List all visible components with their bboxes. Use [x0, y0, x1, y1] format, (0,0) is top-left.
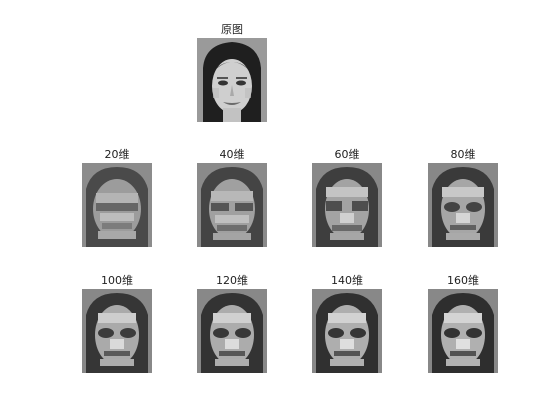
panel-80: 80维	[428, 148, 498, 247]
reconstruction-60-image	[312, 163, 382, 247]
panel-100: 100维	[82, 274, 152, 373]
panel-original: 原图	[197, 23, 267, 122]
reconstruction-160-image	[428, 289, 498, 373]
panel-140: 140维	[312, 274, 382, 373]
panel-120: 120维	[197, 274, 267, 373]
panel-160: 160维	[428, 274, 498, 373]
reconstruction-40-image	[197, 163, 267, 247]
reconstruction-20-image	[82, 163, 152, 247]
panel-40: 40维	[197, 148, 267, 247]
reconstruction-80-image	[428, 163, 498, 247]
panel-title-160: 160维	[447, 274, 479, 287]
panel-title-20: 20维	[104, 148, 130, 161]
reconstruction-100-image	[82, 289, 152, 373]
panel-60: 60维	[312, 148, 382, 247]
panel-title-140: 140维	[331, 274, 363, 287]
panel-title-original: 原图	[221, 23, 243, 36]
original-face-image	[197, 38, 267, 122]
panel-title-100: 100维	[101, 274, 133, 287]
panel-20: 20维	[82, 148, 152, 247]
reconstruction-120-image	[197, 289, 267, 373]
panel-title-40: 40维	[219, 148, 245, 161]
reconstruction-140-image	[312, 289, 382, 373]
panel-title-120: 120维	[216, 274, 248, 287]
panel-title-60: 60维	[334, 148, 360, 161]
panel-title-80: 80维	[450, 148, 476, 161]
